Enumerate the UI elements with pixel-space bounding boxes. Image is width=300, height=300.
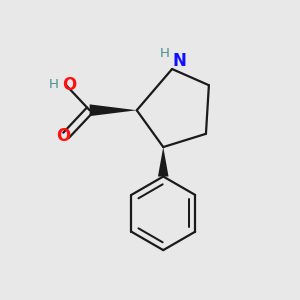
- Text: H: H: [49, 78, 59, 91]
- Text: N: N: [172, 52, 186, 70]
- Polygon shape: [158, 147, 169, 176]
- Text: H: H: [160, 47, 170, 60]
- Polygon shape: [90, 104, 137, 116]
- Text: O: O: [56, 127, 70, 145]
- Text: O: O: [62, 76, 76, 94]
